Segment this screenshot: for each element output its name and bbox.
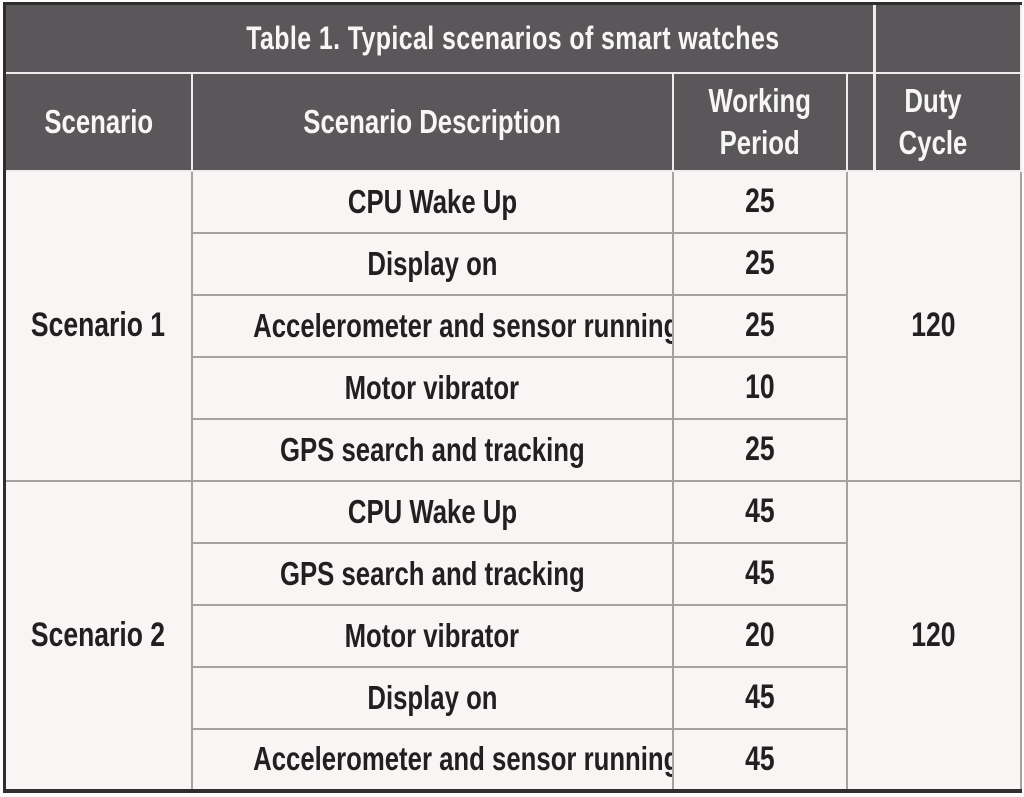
table-row: Motor vibrator 20	[5, 603, 1021, 668]
working-period-cell: 25	[671, 169, 848, 234]
scenario-description-cell: CPU Wake Up	[190, 169, 674, 234]
working-period-cell: 25	[671, 417, 848, 482]
scenario-1-duty-cycle-cell: 120	[845, 169, 1022, 482]
header-working-period: Working Period	[671, 71, 848, 172]
scenario-description-cell: Motor vibrator	[190, 355, 674, 420]
scenario-description-cell: GPS search and tracking	[190, 541, 674, 606]
table-row: Scenario 2 CPU Wake Up 45 120	[3, 479, 1022, 792]
working-period-cell: 25	[671, 231, 848, 296]
scenario-description-cell: Accelerometer and sensor running	[190, 727, 674, 792]
working-period-cell: 25	[671, 293, 848, 358]
working-period-cell: 10	[671, 355, 848, 420]
scenario-1-label-cell: Scenario 1	[3, 169, 193, 482]
table-title-row: Table 1. Typical scenarios of smart watc…	[3, 2, 1022, 74]
table-row: GPS search and tracking 25	[5, 417, 1021, 482]
working-period-cell: 45	[671, 479, 848, 544]
header-band-divider	[873, 5, 876, 172]
header-scenario: Scenario	[3, 71, 193, 172]
working-period-cell: 20	[671, 603, 848, 668]
table-header-row: Scenario Scenario Description Working Pe…	[3, 71, 1022, 172]
table-row: Display on 25	[5, 231, 1021, 296]
table-row: GPS search and tracking 45	[5, 541, 1021, 606]
working-period-cell: 45	[671, 541, 848, 606]
scenario-description-cell: GPS search and tracking	[190, 417, 674, 482]
table-title-text: Table 1. Typical scenarios of smart watc…	[246, 20, 780, 57]
table-row: Accelerometer and sensor running 25	[5, 293, 1021, 358]
scenario-description-cell: Display on	[190, 231, 674, 296]
scenario-2-duty-cycle-cell: 120	[845, 479, 1022, 792]
scenario-description-cell: Accelerometer and sensor running	[190, 293, 674, 358]
table-figure: Table 1. Typical scenarios of smart watc…	[3, 2, 1022, 793]
smart-watch-scenarios-table: Table 1. Typical scenarios of smart watc…	[3, 2, 1022, 793]
table-row: Motor vibrator 10	[5, 355, 1021, 420]
header-scenario-description: Scenario Description	[190, 71, 674, 172]
table-row: Display on 45	[5, 665, 1021, 730]
table-title: Table 1. Typical scenarios of smart watc…	[3, 2, 1022, 74]
scenario-2-label-cell: Scenario 2	[3, 479, 193, 792]
scenario-description-cell: Motor vibrator	[190, 603, 674, 668]
working-period-cell: 45	[671, 727, 848, 792]
table-row: Scenario 1 CPU Wake Up 25 120	[3, 169, 1022, 482]
scenario-description-cell: Display on	[190, 665, 674, 730]
scenario-description-cell: CPU Wake Up	[190, 479, 674, 544]
table-row: Accelerometer and sensor running 45	[5, 727, 1021, 792]
working-period-cell: 45	[671, 665, 848, 730]
